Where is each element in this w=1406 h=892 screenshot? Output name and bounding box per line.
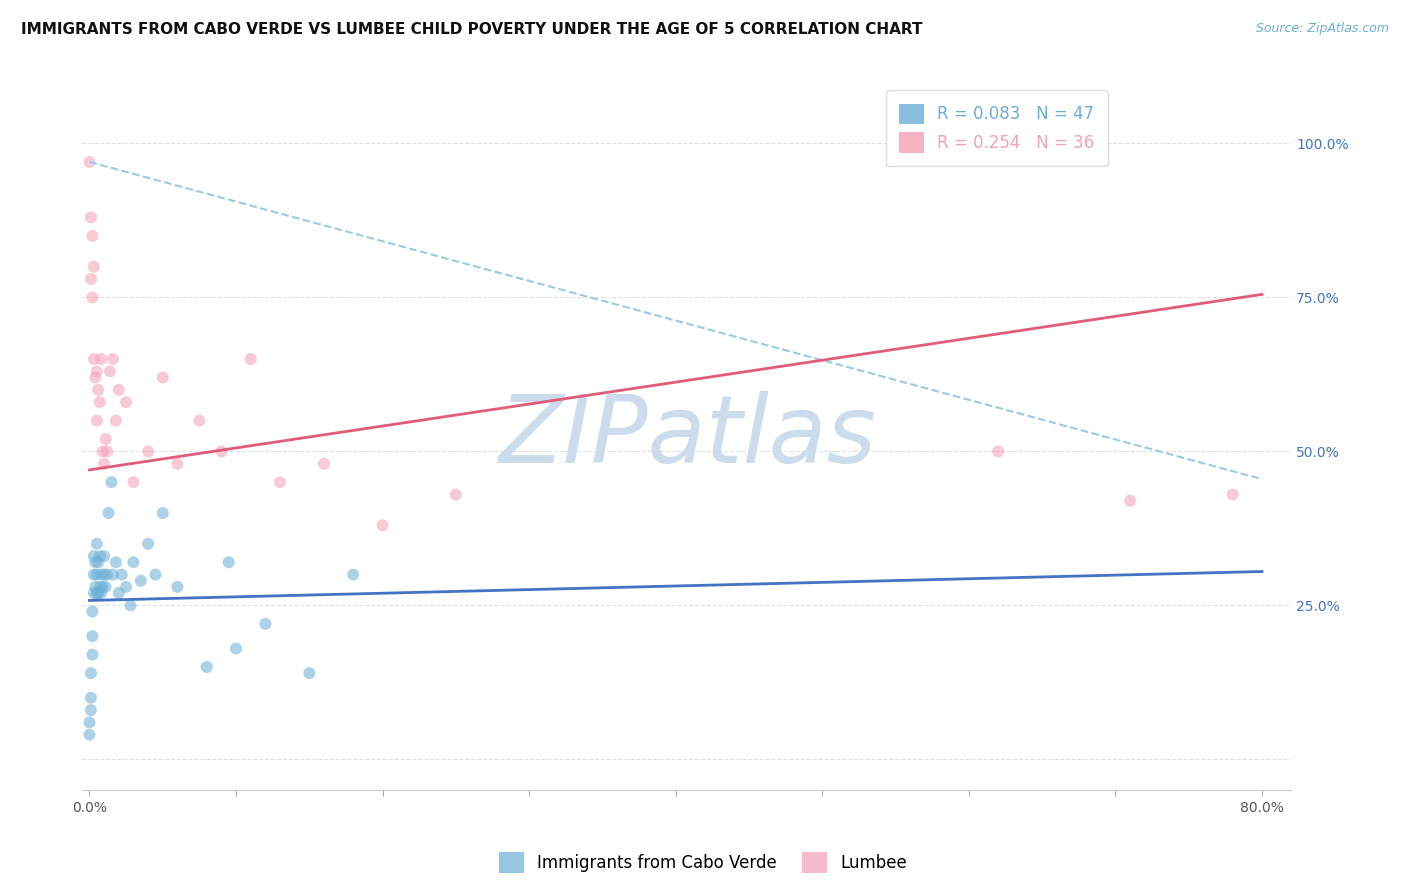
Point (90, 352, 112, 367)
Point (298, 666, 321, 681)
Text: IMMIGRANTS FROM CABO VERDE VS LUMBEE CHILD POVERTY UNDER THE AGE OF 5 CORRELATIO: IMMIGRANTS FROM CABO VERDE VS LUMBEE CHI… (21, 22, 922, 37)
Point (122, 475, 145, 490)
Point (94, 432, 117, 446)
Point (1222, 487, 1244, 501)
Point (312, 457, 335, 471)
Point (107, 383, 129, 397)
Point (87, 586, 110, 600)
Point (84, 580, 107, 594)
Point (83, 260, 105, 274)
Point (371, 518, 394, 533)
Point (80, 666, 103, 681)
Point (122, 555, 145, 569)
Point (79, 155, 101, 169)
Point (97, 506, 120, 520)
Point (100, 475, 122, 490)
Point (93, 457, 115, 471)
Point (120, 599, 142, 613)
Text: ZIPatlas: ZIPatlas (498, 391, 876, 482)
Point (80, 690, 103, 705)
Point (188, 414, 211, 428)
Point (89, 395, 111, 409)
Point (166, 457, 188, 471)
Point (80, 703, 103, 717)
Point (96, 444, 118, 458)
Point (115, 395, 138, 409)
Point (254, 616, 277, 631)
Point (104, 555, 127, 569)
Point (987, 444, 1010, 458)
Point (239, 352, 262, 367)
Point (145, 567, 167, 582)
Point (93, 567, 115, 582)
Point (91, 444, 114, 458)
Point (98, 364, 121, 378)
Point (91, 580, 114, 594)
Point (115, 580, 138, 594)
Point (195, 660, 218, 674)
Point (90, 567, 112, 582)
Point (111, 567, 134, 582)
Point (225, 641, 247, 656)
Point (96, 567, 118, 582)
Point (136, 537, 159, 551)
Legend: R = 0.083   N = 47, R = 0.254   N = 36: R = 0.083 N = 47, R = 0.254 N = 36 (886, 90, 1108, 166)
Point (107, 586, 129, 600)
Point (86, 364, 108, 378)
Point (84, 370, 107, 384)
Point (209, 444, 232, 458)
Point (342, 567, 364, 582)
Legend: Immigrants from Cabo Verde, Lumbee: Immigrants from Cabo Verde, Lumbee (492, 846, 914, 880)
Point (89, 580, 111, 594)
Point (129, 574, 152, 588)
Point (269, 475, 291, 490)
Point (166, 580, 188, 594)
Point (82, 605, 104, 619)
Point (82, 290, 104, 304)
Point (94, 580, 117, 594)
Point (87, 555, 110, 569)
Point (93, 549, 115, 563)
Point (444, 487, 467, 501)
Text: Source: ZipAtlas.com: Source: ZipAtlas.com (1256, 22, 1389, 36)
Point (90, 586, 112, 600)
Point (80, 272, 103, 286)
Point (1119, 493, 1142, 508)
Point (82, 648, 104, 662)
Point (82, 228, 104, 243)
Point (86, 537, 108, 551)
Point (83, 549, 105, 563)
Point (86, 567, 108, 582)
Point (218, 555, 240, 569)
Point (136, 444, 159, 458)
Point (86, 414, 108, 428)
Point (79, 715, 101, 730)
Point (87, 383, 110, 397)
Point (80, 211, 103, 225)
Point (86, 586, 108, 600)
Point (79, 728, 101, 742)
Point (84, 555, 107, 569)
Point (152, 506, 174, 520)
Point (82, 629, 104, 643)
Point (83, 567, 105, 582)
Point (83, 352, 105, 367)
Point (101, 352, 124, 367)
Point (89, 549, 111, 563)
Point (101, 567, 124, 582)
Point (104, 414, 127, 428)
Point (83, 586, 105, 600)
Point (152, 370, 174, 384)
